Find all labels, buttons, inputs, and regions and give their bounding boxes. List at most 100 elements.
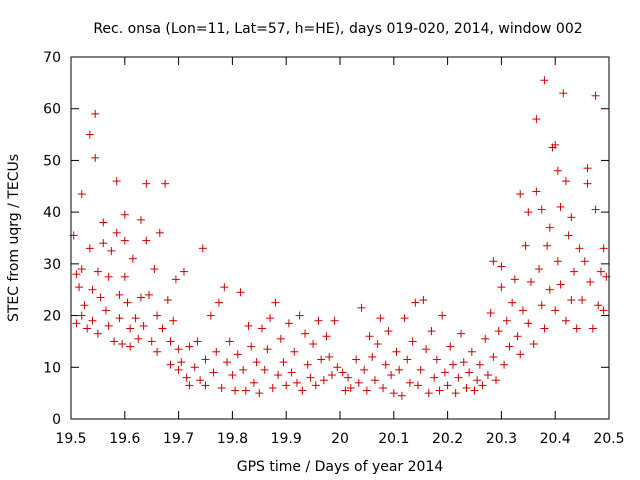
data-points	[69, 76, 611, 400]
y-tick-label: 50	[43, 153, 61, 169]
data-point	[136, 293, 145, 302]
data-point	[392, 347, 401, 356]
data-point	[438, 311, 447, 320]
data-point	[279, 358, 288, 367]
data-point	[572, 324, 581, 333]
data-point	[518, 306, 527, 315]
data-point	[72, 270, 81, 279]
data-point	[112, 228, 121, 237]
data-point	[225, 337, 234, 346]
data-point	[101, 306, 110, 315]
x-tick-label: 20.5	[593, 431, 624, 447]
data-point	[271, 298, 280, 307]
data-point	[166, 337, 175, 346]
plot-frame	[70, 56, 610, 420]
x-tick-label: 20.1	[378, 431, 409, 447]
data-point	[475, 360, 484, 369]
data-point	[163, 296, 172, 305]
data-point	[276, 334, 285, 343]
data-point	[526, 277, 535, 286]
data-point	[99, 239, 108, 248]
data-point	[365, 332, 374, 341]
data-point	[212, 347, 221, 356]
data-point	[282, 381, 291, 390]
data-point	[93, 267, 102, 276]
data-point	[112, 177, 121, 186]
data-point	[206, 311, 215, 320]
data-point	[586, 277, 595, 286]
data-point	[301, 329, 310, 338]
data-point	[145, 290, 154, 299]
data-point	[115, 290, 124, 299]
data-point	[72, 319, 81, 328]
data-point	[327, 371, 336, 380]
data-point	[567, 296, 576, 305]
data-point	[465, 368, 474, 377]
data-point	[583, 179, 592, 188]
data-point	[317, 355, 326, 364]
x-tick-label: 19.5	[55, 431, 86, 447]
data-point	[257, 324, 266, 333]
data-point	[177, 358, 186, 367]
data-point	[287, 368, 296, 377]
data-point	[575, 244, 584, 253]
data-point	[430, 373, 439, 382]
data-point	[481, 334, 490, 343]
data-point	[260, 365, 269, 374]
data-point	[405, 378, 414, 387]
data-point	[241, 386, 250, 395]
data-point	[559, 89, 568, 98]
data-point	[470, 386, 479, 395]
data-point	[408, 337, 417, 346]
data-point	[540, 324, 549, 333]
x-tick-label: 20.4	[540, 431, 571, 447]
data-point	[551, 140, 560, 149]
data-point	[543, 241, 552, 250]
data-point	[136, 215, 145, 224]
data-point	[185, 342, 194, 351]
data-point	[77, 190, 86, 199]
data-point	[535, 265, 544, 274]
x-tick-label: 20.3	[486, 431, 517, 447]
data-point	[414, 381, 423, 390]
data-point	[214, 298, 223, 307]
x-tick-label: 20	[331, 431, 349, 447]
data-point	[381, 360, 390, 369]
data-point	[290, 347, 299, 356]
data-point	[115, 314, 124, 323]
data-point	[446, 342, 455, 351]
data-point	[583, 164, 592, 173]
data-point	[319, 376, 328, 385]
data-point	[462, 383, 471, 392]
data-point	[158, 324, 167, 333]
data-point	[416, 365, 425, 374]
data-point	[201, 355, 210, 364]
data-point	[492, 376, 501, 385]
data-point	[564, 231, 573, 240]
data-point	[284, 319, 293, 328]
data-point	[85, 244, 94, 253]
x-tick-label: 19.7	[163, 431, 194, 447]
data-point	[397, 391, 406, 400]
data-point	[427, 327, 436, 336]
data-point	[529, 340, 538, 349]
data-point	[513, 332, 522, 341]
data-point	[217, 383, 226, 392]
data-point	[524, 319, 533, 328]
data-point	[88, 285, 97, 294]
data-point	[131, 314, 140, 323]
data-point	[448, 360, 457, 369]
data-point	[545, 223, 554, 232]
data-point	[389, 389, 398, 398]
data-point	[591, 205, 600, 214]
data-point	[75, 283, 84, 292]
data-point	[352, 355, 361, 364]
data-point	[96, 293, 105, 302]
data-point	[516, 350, 525, 359]
data-point	[174, 345, 183, 354]
data-point	[532, 187, 541, 196]
data-point	[244, 321, 253, 330]
data-point	[142, 236, 151, 245]
